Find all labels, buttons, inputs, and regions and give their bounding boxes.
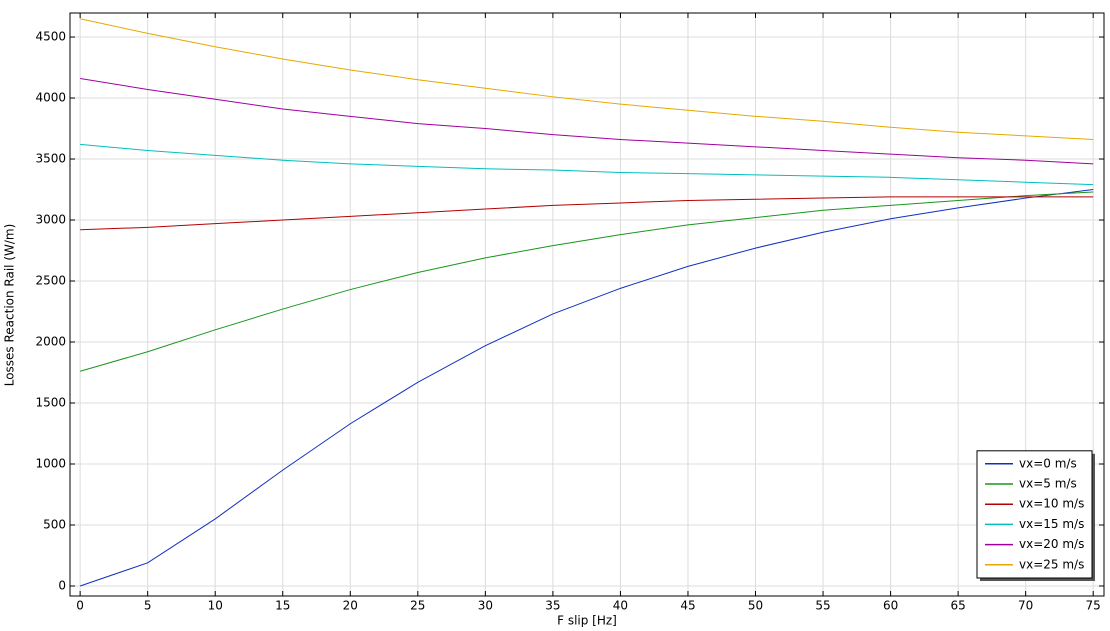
plot-frame <box>69 12 1105 597</box>
x-tick-label: 60 <box>883 599 898 613</box>
legend-label: vx=15 m/s <box>1019 517 1084 531</box>
x-tick-label: 25 <box>410 599 425 613</box>
legend-label: vx=5 m/s <box>1019 477 1077 491</box>
line-series <box>80 143 1094 186</box>
y-tick-label: 2000 <box>35 335 66 349</box>
x-tick-label: 55 <box>815 599 830 613</box>
x-tick-label: 40 <box>613 599 628 613</box>
legend: vx=0 m/s vx=5 m/s vx=10 m/s vx=15 m/s vx=20 … <box>976 450 1095 581</box>
legend-label: vx=20 m/s <box>1019 537 1084 551</box>
y-tick-label: 1000 <box>35 457 66 471</box>
x-tick-label: 75 <box>1086 599 1101 613</box>
line-series <box>80 78 1094 165</box>
x-tick-label: 15 <box>275 599 290 613</box>
x-tick-label: 5 <box>144 599 152 613</box>
legend-box <box>976 450 1093 579</box>
x-tick-label: 35 <box>545 599 560 613</box>
legend-label: vx=0 m/s <box>1019 456 1077 470</box>
y-tick-label: 2500 <box>35 274 66 288</box>
x-tick-label: 30 <box>478 599 493 613</box>
y-tick-label: 3500 <box>35 152 66 166</box>
y-axis-label: Losses Reaction Rail (W/m) <box>3 224 17 387</box>
x-tick-label: 20 <box>343 599 358 613</box>
line-series <box>79 189 1094 587</box>
y-tick-label: 0 <box>58 578 66 592</box>
y-tick-label: 3000 <box>35 213 66 227</box>
x-tick-label: 10 <box>208 599 223 613</box>
line-series <box>79 191 1094 372</box>
x-tick-label: 50 <box>748 599 763 613</box>
x-axis-label: F slip [Hz] <box>557 614 617 628</box>
legend-label: vx=25 m/s <box>1019 557 1084 571</box>
y-tick-label: 1500 <box>35 396 66 410</box>
x-tick-label: 45 <box>680 599 695 613</box>
y-tick-label: 4000 <box>35 91 66 105</box>
x-tick-label: 65 <box>950 599 965 613</box>
legend-label: vx=10 m/s <box>1019 497 1084 511</box>
x-tick-label: 70 <box>1018 599 1033 613</box>
x-tick-label: 0 <box>76 599 84 613</box>
line-series <box>80 196 1094 231</box>
y-tick-label: 4500 <box>35 30 66 44</box>
line-series <box>80 18 1094 141</box>
y-tick-label: 500 <box>43 518 66 532</box>
